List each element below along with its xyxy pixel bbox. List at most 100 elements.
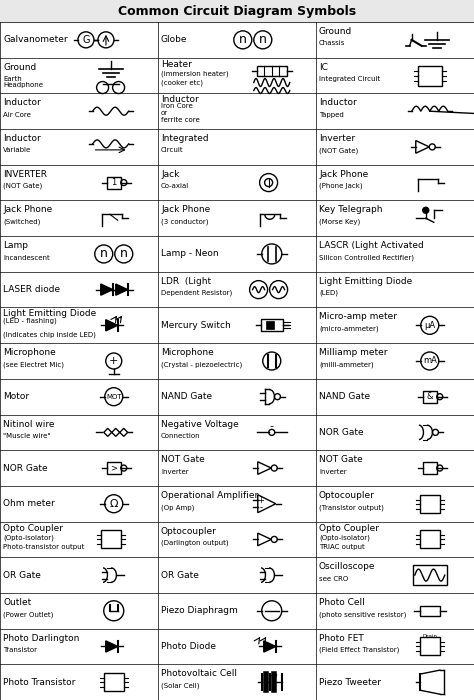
Text: Light Emitting Diode: Light Emitting Diode xyxy=(319,276,412,286)
Text: (NOT Gate): (NOT Gate) xyxy=(319,147,358,154)
Text: Heater: Heater xyxy=(161,60,192,69)
Text: Earth: Earth xyxy=(3,76,22,82)
Text: Key Telegraph: Key Telegraph xyxy=(319,205,383,214)
Text: (immersion heater): (immersion heater) xyxy=(161,71,228,77)
Text: (Morse Key): (Morse Key) xyxy=(319,218,360,225)
Text: G: G xyxy=(82,35,90,45)
Text: Inductor: Inductor xyxy=(3,99,41,107)
Polygon shape xyxy=(101,284,113,295)
Text: (Opto-isolator): (Opto-isolator) xyxy=(3,534,54,541)
Text: Mercury Switch: Mercury Switch xyxy=(161,321,231,330)
Text: -: - xyxy=(259,503,262,512)
Text: LASCR (Light Activated: LASCR (Light Activated xyxy=(319,241,424,250)
Text: Circuit: Circuit xyxy=(161,148,183,153)
Text: (cooker etc): (cooker etc) xyxy=(161,79,203,86)
Text: (NOT Gate): (NOT Gate) xyxy=(3,183,42,190)
Text: Jack Phone: Jack Phone xyxy=(319,170,368,178)
Text: Chassis: Chassis xyxy=(319,41,346,46)
Text: Photo FET: Photo FET xyxy=(319,634,364,643)
Bar xyxy=(107,176,121,188)
Text: IC: IC xyxy=(319,63,328,71)
Text: OR Gate: OR Gate xyxy=(3,570,41,580)
Text: Variable: Variable xyxy=(3,148,31,153)
Bar xyxy=(420,495,440,512)
Text: NOT Gate: NOT Gate xyxy=(319,455,363,464)
Text: Ground: Ground xyxy=(3,63,36,71)
Text: see CRO: see CRO xyxy=(319,575,348,582)
Text: Photo Transistor: Photo Transistor xyxy=(3,678,75,687)
Text: Integrated Circuit: Integrated Circuit xyxy=(319,76,380,82)
Text: (micro-ammeter): (micro-ammeter) xyxy=(319,326,379,332)
Text: (see Electret Mic): (see Electret Mic) xyxy=(3,361,64,368)
Bar xyxy=(100,531,120,548)
Text: Air Core: Air Core xyxy=(3,112,31,118)
Text: Ground: Ground xyxy=(319,27,352,36)
Bar xyxy=(420,606,440,616)
Text: Inverter: Inverter xyxy=(319,468,346,475)
Text: NOT Gate: NOT Gate xyxy=(161,455,205,464)
Text: n: n xyxy=(239,34,247,46)
Bar xyxy=(0,0,474,22)
Text: Incandescent: Incandescent xyxy=(3,255,50,260)
Text: Piezo Tweeter: Piezo Tweeter xyxy=(319,678,381,687)
Text: (LED): (LED) xyxy=(319,290,338,297)
Text: 1: 1 xyxy=(111,178,117,187)
Text: Motor: Motor xyxy=(3,392,29,401)
Text: Jack Phone: Jack Phone xyxy=(161,205,210,214)
Text: Connection: Connection xyxy=(161,433,201,439)
Text: Inverter: Inverter xyxy=(319,134,355,143)
Text: Galvanometer: Galvanometer xyxy=(3,35,68,44)
Text: n: n xyxy=(100,247,108,260)
Text: Transistor: Transistor xyxy=(3,647,37,653)
Polygon shape xyxy=(116,284,128,295)
Text: (3 conductor): (3 conductor) xyxy=(161,218,209,225)
Text: LASER diode: LASER diode xyxy=(3,285,60,294)
Text: Headphone: Headphone xyxy=(3,82,43,88)
Text: (Solar Cell): (Solar Cell) xyxy=(161,682,200,689)
Text: Optocoupler: Optocoupler xyxy=(319,491,375,500)
Text: Light Emitting Diode: Light Emitting Diode xyxy=(3,309,96,318)
Text: (Power Outlet): (Power Outlet) xyxy=(3,611,54,617)
Text: (Field Effect Transistor): (Field Effect Transistor) xyxy=(319,647,400,653)
Bar xyxy=(104,673,124,691)
Text: n: n xyxy=(120,247,128,260)
Text: Silicon Controlled Rectifier): Silicon Controlled Rectifier) xyxy=(319,254,414,261)
Text: Outlet: Outlet xyxy=(3,598,31,607)
Bar xyxy=(420,531,440,548)
Text: Lamp - Neon: Lamp - Neon xyxy=(161,249,219,258)
Bar xyxy=(107,462,121,474)
Text: Microphone: Microphone xyxy=(3,348,56,357)
Text: Piezo Diaphragm: Piezo Diaphragm xyxy=(161,606,238,615)
Text: Dependent Resistor): Dependent Resistor) xyxy=(161,290,232,297)
Text: &: & xyxy=(427,392,433,401)
Text: Ohm meter: Ohm meter xyxy=(3,499,55,508)
Text: Operational Amplifier: Operational Amplifier xyxy=(161,491,258,500)
Bar xyxy=(266,321,274,329)
Text: "Muscle wire": "Muscle wire" xyxy=(3,433,51,439)
Text: >: > xyxy=(110,463,117,473)
Text: +: + xyxy=(109,356,118,366)
Bar xyxy=(423,462,437,474)
Text: Optocoupler: Optocoupler xyxy=(161,526,217,536)
Text: Negative Voltage: Negative Voltage xyxy=(161,419,239,428)
Polygon shape xyxy=(106,320,118,331)
Bar xyxy=(423,391,437,402)
Text: Nitinol wire: Nitinol wire xyxy=(3,419,55,428)
Text: (photo sensitive resistor): (photo sensitive resistor) xyxy=(319,611,406,617)
Text: ferrite core: ferrite core xyxy=(161,118,200,123)
Bar xyxy=(420,638,440,655)
Text: μA: μA xyxy=(424,321,435,330)
Bar xyxy=(413,565,447,585)
Text: Globe: Globe xyxy=(161,35,188,44)
Text: Inductor: Inductor xyxy=(161,94,199,104)
Text: Inverter: Inverter xyxy=(161,468,189,475)
Text: Ω: Ω xyxy=(109,498,118,509)
Text: Photovoltaic Cell: Photovoltaic Cell xyxy=(161,669,237,678)
Text: Jack: Jack xyxy=(161,170,179,178)
Text: Integrated: Integrated xyxy=(161,134,209,143)
Text: Photo Darlington: Photo Darlington xyxy=(3,634,79,643)
Text: Inductor: Inductor xyxy=(3,134,41,143)
Text: OR Gate: OR Gate xyxy=(161,570,199,580)
Text: (Crystal - piezoelectric): (Crystal - piezoelectric) xyxy=(161,361,242,368)
Text: mA: mA xyxy=(423,356,437,365)
